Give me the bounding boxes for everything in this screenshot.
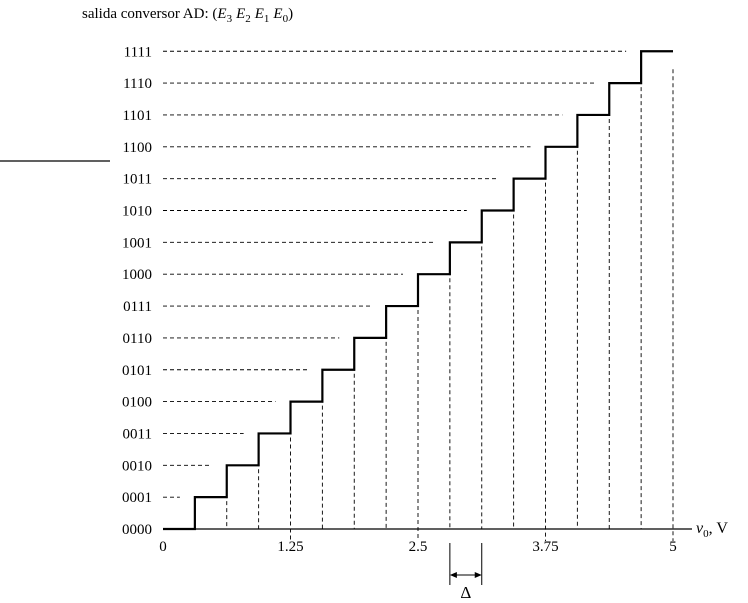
y-tick-label: 1110 [123,76,152,92]
x-tick-label: 5 [669,539,677,555]
title-prefix: salida conversor AD: [82,6,212,22]
diagram-title: salida conversor AD: (E3 E2 E1 E0) [82,6,293,25]
y-tick-label: 0011 [123,426,152,442]
title-open-paren: ( [212,6,217,22]
x-axis-label: v0, V [696,520,728,540]
y-tick-label: 1001 [122,235,152,251]
y-tick-label: 1101 [123,108,152,124]
y-tick-label: 0110 [123,331,152,347]
y-tick-label: 1000 [122,267,152,283]
y-tick-label: 0101 [122,363,152,379]
y-tick-label: 1100 [123,140,152,156]
delta-arrow-right [474,572,482,578]
y-tick-label: 0100 [122,395,152,411]
y-tick-label: 1111 [124,44,152,60]
delta-label: Δ [460,583,471,602]
delta-arrow-left [449,572,457,578]
y-tick-label: 0111 [123,299,152,315]
x-tick-label: 1.25 [277,539,303,555]
transfer-step-line [163,50,673,531]
y-tick-label: 0000 [122,522,152,538]
x-tick-label: 2.5 [409,539,428,555]
y-tick-label: 1010 [122,204,152,220]
y-tick-label: 0010 [122,458,152,474]
x-tick-label: 3.75 [532,539,558,555]
x-tick-label: 0 [159,539,167,555]
y-tick-label: 0001 [122,490,152,506]
chart-layer: 0000000100100011010001010110011110001001… [122,44,728,602]
y-tick-label: 1011 [123,172,152,188]
